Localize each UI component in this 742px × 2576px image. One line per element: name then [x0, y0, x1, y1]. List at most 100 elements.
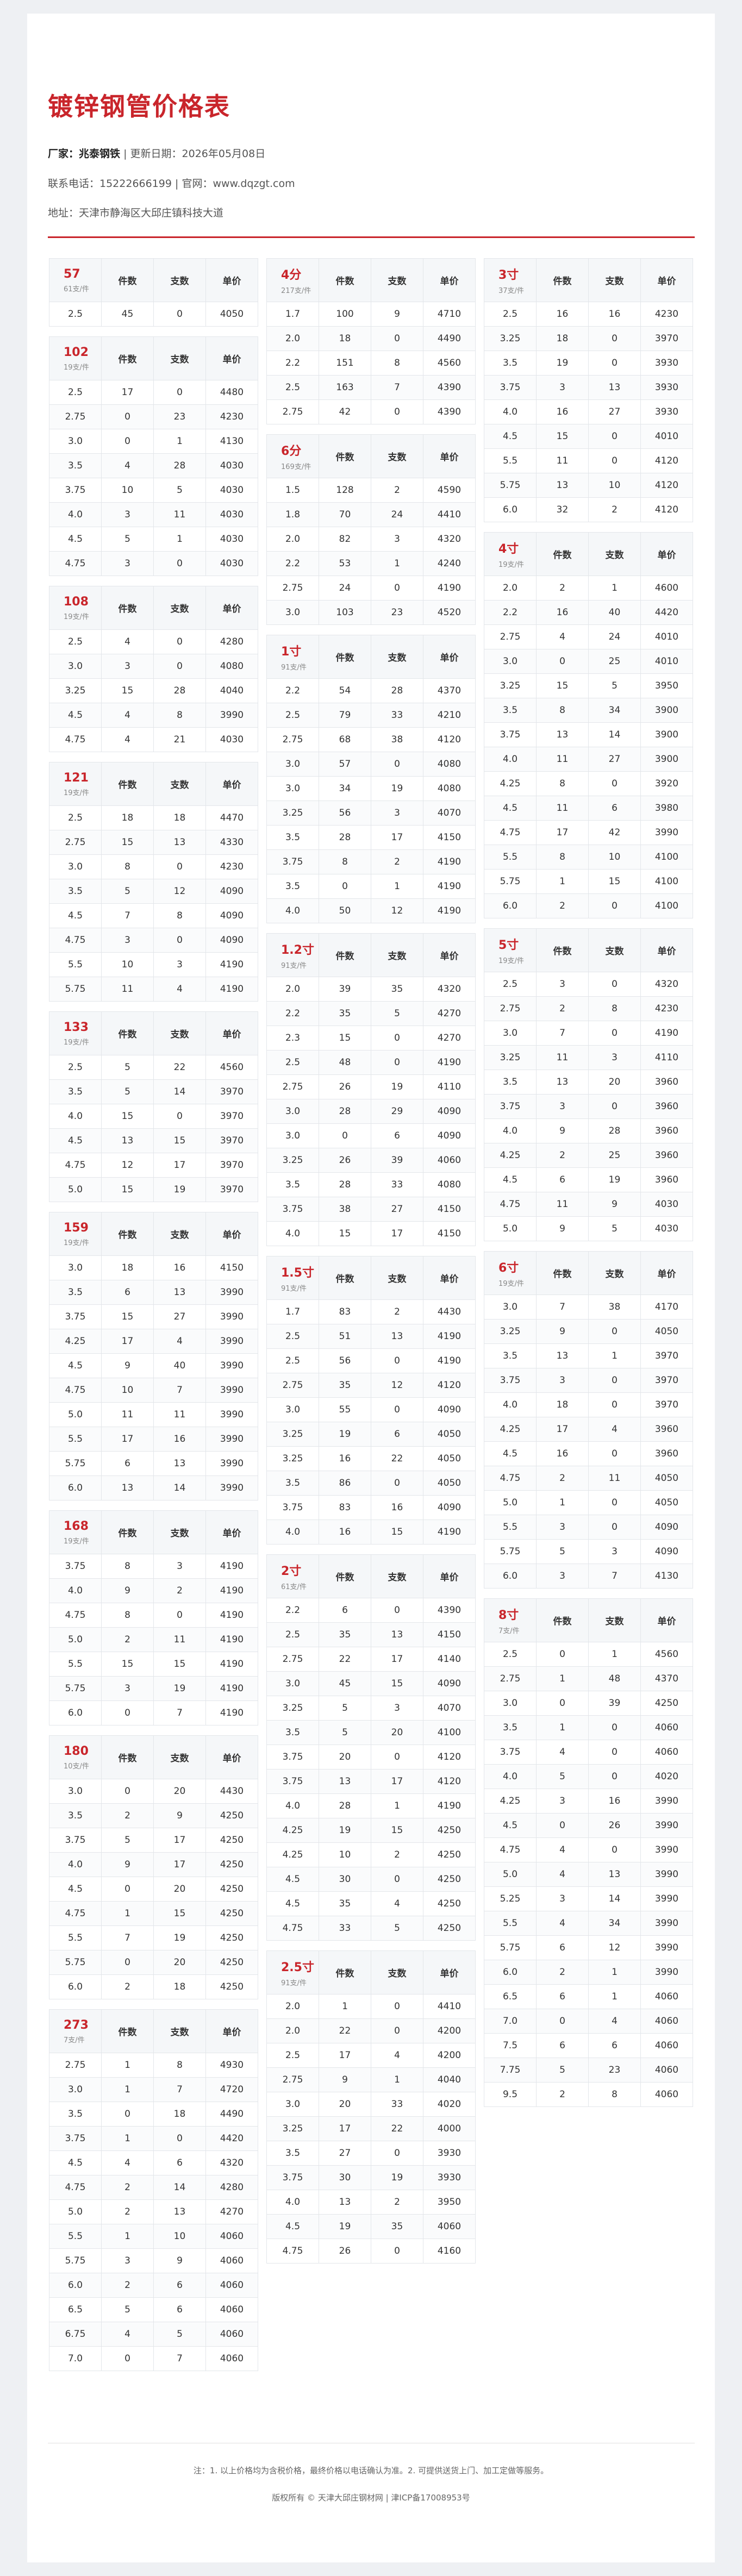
- count-cell: 11: [536, 1045, 589, 1070]
- count-cell: 4: [536, 624, 589, 649]
- pieces-cell: 17: [371, 1769, 423, 1794]
- pieces-cell: 17: [371, 1221, 423, 1246]
- count-cell: 2: [536, 1960, 589, 1985]
- spec-header: 168 19支/件: [49, 1510, 102, 1554]
- pieces-cell: 3: [371, 801, 423, 826]
- price-cell: 4420: [205, 2126, 258, 2151]
- table-row: 4.5 7 8 4090: [49, 903, 258, 928]
- wall-thickness-cell: 2.5: [266, 1324, 319, 1349]
- pieces-header: 支数: [371, 933, 423, 977]
- price-column-1: 57 61支/件 件数 支数 单价 2.5 45 0 4050 102 19支/件 件数 支数 单价 2.5…: [49, 258, 258, 2381]
- count-cell: 7: [536, 1021, 589, 1046]
- table-row: 2.75 1 8 4930: [49, 2053, 258, 2078]
- wall-thickness-cell: 4.25: [266, 1818, 319, 1843]
- spec-header: 4分 217支/件: [266, 258, 319, 302]
- count-cell: 18: [101, 1255, 154, 1280]
- table-row: 3.25 18 0 3970: [484, 326, 693, 351]
- table-row: 4.75 8 0 4190: [49, 1603, 258, 1628]
- price-header: 单价: [205, 1011, 258, 1055]
- pieces-cell: 1: [588, 1343, 641, 1368]
- count-cell: 13: [536, 722, 589, 747]
- spec-pack-size: 37支/件: [498, 287, 524, 295]
- price-cell: 4150: [423, 825, 476, 850]
- table-row: 2.75 22 17 4140: [266, 1647, 476, 1672]
- price-cell: 4060: [640, 1715, 693, 1740]
- table-row: 3.0 20 33 4020: [266, 2092, 476, 2117]
- spec-header: 1寸 91支/件: [266, 635, 319, 679]
- table-header-row: 6分 169支/件 件数 支数 单价: [266, 434, 476, 478]
- price-table: 2.5寸 91支/件 件数 支数 单价 2.0 1 0 4410 2.0 22 0 4200 2.5 17 4…: [266, 1950, 476, 2264]
- pieces-cell: 5: [153, 2322, 206, 2347]
- price-cell: 3990: [205, 1280, 258, 1305]
- count-cell: 45: [101, 302, 154, 327]
- count-cell: 16: [536, 399, 589, 424]
- table-header-row: 133 19支/件 件数 支数 单价: [49, 1011, 258, 1055]
- count-cell: 0: [101, 2346, 154, 2371]
- wall-thickness-cell: 6.5: [49, 2297, 102, 2322]
- price-table: 2寸 61支/件 件数 支数 单价 2.2 6 0 4390 2.5 35 13 4150 2.75 22 1…: [266, 1554, 476, 1941]
- table-row: 3.75 20 0 4120: [266, 1745, 476, 1770]
- price-cell: 4140: [423, 1647, 476, 1672]
- pieces-cell: 15: [371, 1520, 423, 1545]
- price-cell: 4090: [423, 1495, 476, 1520]
- count-cell: 5: [101, 1079, 154, 1104]
- table-row: 3.75 13 17 4120: [266, 1769, 476, 1794]
- wall-thickness-cell: 4.75: [49, 727, 102, 752]
- table-row: 3.0 8 0 4230: [49, 854, 258, 879]
- spec-header: 6分 169支/件: [266, 434, 319, 478]
- price-cell: 3970: [205, 1128, 258, 1153]
- table-row: 5.5 17 16 3990: [49, 1427, 258, 1452]
- price-cell: 4060: [640, 2033, 693, 2058]
- price-cell: 4100: [640, 893, 693, 918]
- count-cell: 16: [536, 1441, 589, 1466]
- wall-thickness-cell: 3.0: [266, 1099, 319, 1124]
- spec-header: 102 19支/件: [49, 336, 102, 380]
- wall-thickness-cell: 3.5: [484, 698, 537, 723]
- table-row: 2.5 48 0 4190: [266, 1050, 476, 1075]
- count-cell: 18: [536, 326, 589, 351]
- price-cell: 4090: [640, 1539, 693, 1564]
- wall-thickness-cell: 3.75: [266, 1745, 319, 1770]
- pieces-cell: 2: [371, 478, 423, 503]
- wall-thickness-cell: 3.25: [484, 326, 537, 351]
- table-row: 4.5 4 8 3990: [49, 703, 258, 728]
- wall-thickness-cell: 4.0: [49, 1852, 102, 1877]
- spec-name: 108: [64, 595, 89, 609]
- pieces-cell: 20: [153, 1950, 206, 1975]
- pieces-cell: 0: [371, 2018, 423, 2043]
- price-table: 3寸 37支/件 件数 支数 单价 2.5 16 16 4230 3.25 18 0 3970 3.5 19…: [484, 258, 693, 522]
- table-row: 3.5 1 0 4060: [484, 1715, 693, 1740]
- table-row: 5.5 3 0 4090: [484, 1515, 693, 1540]
- pieces-cell: 10: [588, 473, 641, 498]
- table-row: 4.75 4 21 4030: [49, 727, 258, 752]
- wall-thickness-cell: 5.75: [49, 2248, 102, 2273]
- count-cell: 9: [101, 1578, 154, 1603]
- count-cell: 2: [101, 1974, 154, 1999]
- pieces-cell: 17: [153, 1828, 206, 1853]
- count-cell: 11: [536, 1192, 589, 1217]
- wall-thickness-cell: 4.25: [484, 1143, 537, 1168]
- wall-thickness-cell: 3.25: [484, 1045, 537, 1070]
- spec-pack-size: 91支/件: [281, 1979, 307, 1987]
- price-cell: 4010: [640, 424, 693, 449]
- price-cell: 4060: [640, 2058, 693, 2083]
- spec-name: 8寸: [498, 1609, 519, 1622]
- table-row: 4.5 13 15 3970: [49, 1128, 258, 1153]
- count-cell: 0: [319, 874, 371, 899]
- count-cell: 9: [536, 1118, 589, 1143]
- table-row: 2.5 45 0 4050: [49, 302, 258, 327]
- pieces-cell: 4: [371, 1891, 423, 1916]
- table-row: 5.75 3 19 4190: [49, 1676, 258, 1701]
- count-header: 件数: [536, 928, 589, 972]
- wall-thickness-cell: 3.75: [266, 849, 319, 874]
- pieces-cell: 19: [153, 1925, 206, 1950]
- wall-thickness-cell: 3.5: [49, 2102, 102, 2127]
- count-cell: 7: [536, 1295, 589, 1320]
- wall-thickness-cell: 4.0: [266, 1793, 319, 1818]
- wall-thickness-cell: 6.5: [484, 1984, 537, 2009]
- count-cell: 6: [536, 1935, 589, 1960]
- wall-thickness-cell: 5.75: [49, 1451, 102, 1476]
- wall-thickness-cell: 3.0: [266, 1397, 319, 1422]
- count-cell: 1: [101, 2053, 154, 2078]
- table-row: 3.0 45 15 4090: [266, 1671, 476, 1696]
